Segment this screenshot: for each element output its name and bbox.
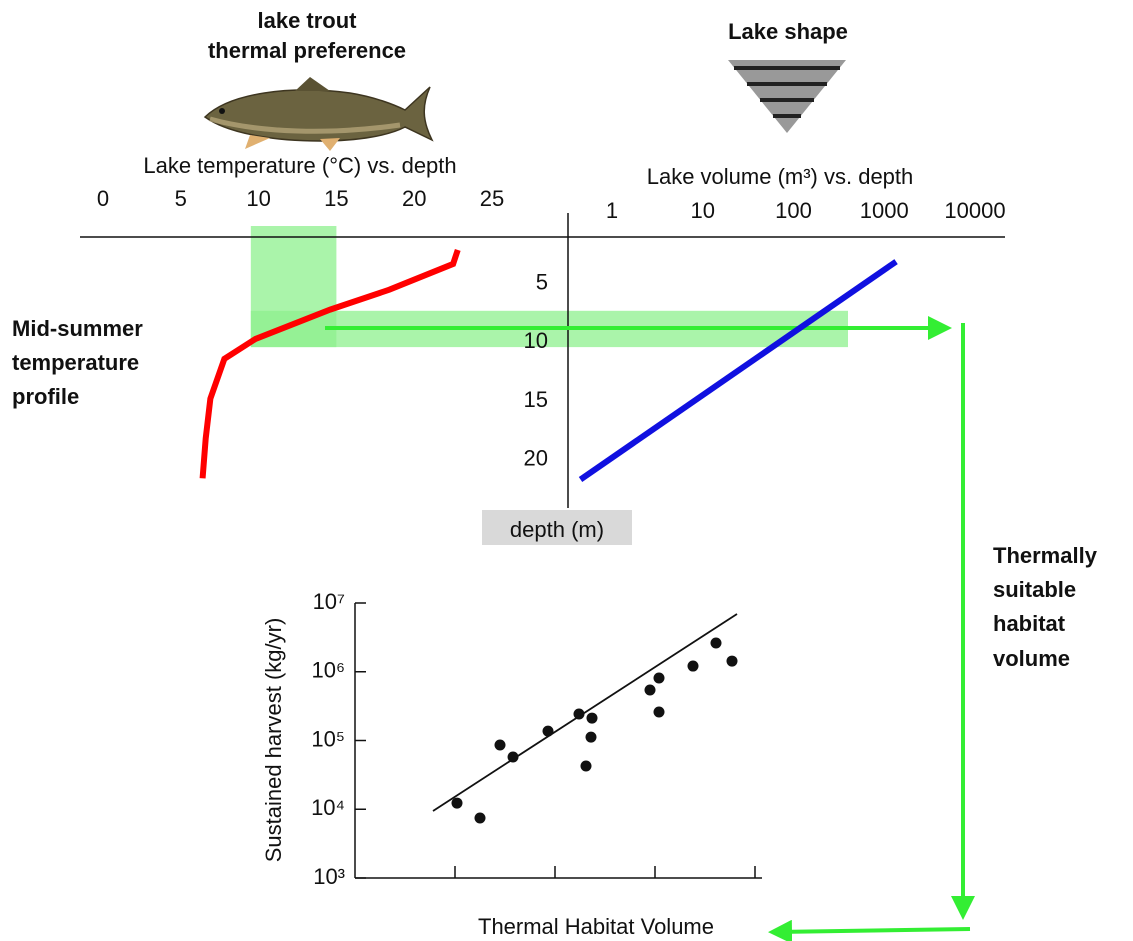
habitat-label: habitat — [993, 611, 1066, 636]
scatter-point — [653, 672, 665, 684]
habitat-label: suitable — [993, 577, 1076, 602]
x-axis-label: Lake temperature (°C) vs. depth — [143, 153, 456, 178]
y-tick-label: 15 — [524, 387, 548, 412]
x-tick-label: 100 — [775, 198, 812, 223]
y-tick-label: 10⁵ — [311, 726, 345, 751]
scatter-point — [653, 706, 665, 718]
x-tick-label: 15 — [324, 186, 348, 211]
scatter-point — [494, 739, 506, 751]
x-tick-label: 10000 — [944, 198, 1005, 223]
x-tick-label: 1000 — [860, 198, 909, 223]
scatter-point — [542, 725, 554, 737]
x-axis-label: Thermal Habitat Volume — [478, 914, 714, 939]
scatter-point — [726, 655, 738, 667]
scatter-point — [585, 731, 597, 743]
scatter-point — [507, 751, 519, 763]
profile-label: Mid-summer — [12, 316, 143, 341]
data-line — [199, 248, 461, 479]
y-tick-label: 10³ — [313, 864, 345, 889]
scatter-point — [586, 712, 598, 724]
habitat-label: volume — [993, 646, 1070, 671]
x-tick-label: 5 — [175, 186, 187, 211]
y-tick-label: 10⁴ — [311, 795, 345, 820]
profile-label: temperature — [12, 350, 139, 375]
x-tick-label: 25 — [480, 186, 504, 211]
fish-illustration — [203, 77, 434, 151]
x-tick-label: 1 — [606, 198, 618, 223]
y-tick-label: 10⁷ — [313, 589, 345, 614]
y-tick-label: 5 — [536, 270, 548, 295]
scatter-point — [573, 708, 585, 720]
profile-label: profile — [12, 384, 79, 409]
fish-title: thermal preference — [208, 38, 406, 63]
lake-shape-icon — [728, 60, 846, 133]
fish-title: lake trout — [257, 8, 357, 33]
x-tick-label: 10 — [691, 198, 715, 223]
scatter-point — [687, 660, 699, 672]
x-tick-label: 20 — [402, 186, 426, 211]
scatter-point — [710, 637, 722, 649]
x-tick-label: 0 — [97, 186, 109, 211]
scatter-point — [451, 797, 463, 809]
y-axis-label: Sustained harvest (kg/yr) — [261, 618, 286, 863]
y-tick-label: 20 — [524, 445, 548, 470]
scatter-point — [580, 760, 592, 772]
y-tick-label: 10 — [524, 328, 548, 353]
trend-line — [432, 613, 738, 812]
data-line — [578, 259, 898, 482]
x-tick-label: 10 — [246, 186, 270, 211]
habitat-label: Thermally — [993, 543, 1098, 568]
scatter-point — [644, 684, 656, 696]
flow-arrows — [325, 316, 975, 941]
y-tick-label: 10⁶ — [311, 658, 345, 683]
scatter-point — [474, 812, 486, 824]
y-axis-label: depth (m) — [510, 517, 604, 542]
x-axis-label: Lake volume (m³) vs. depth — [647, 164, 914, 189]
depth-label-box — [482, 510, 632, 545]
lake-shape-title: Lake shape — [728, 19, 848, 44]
